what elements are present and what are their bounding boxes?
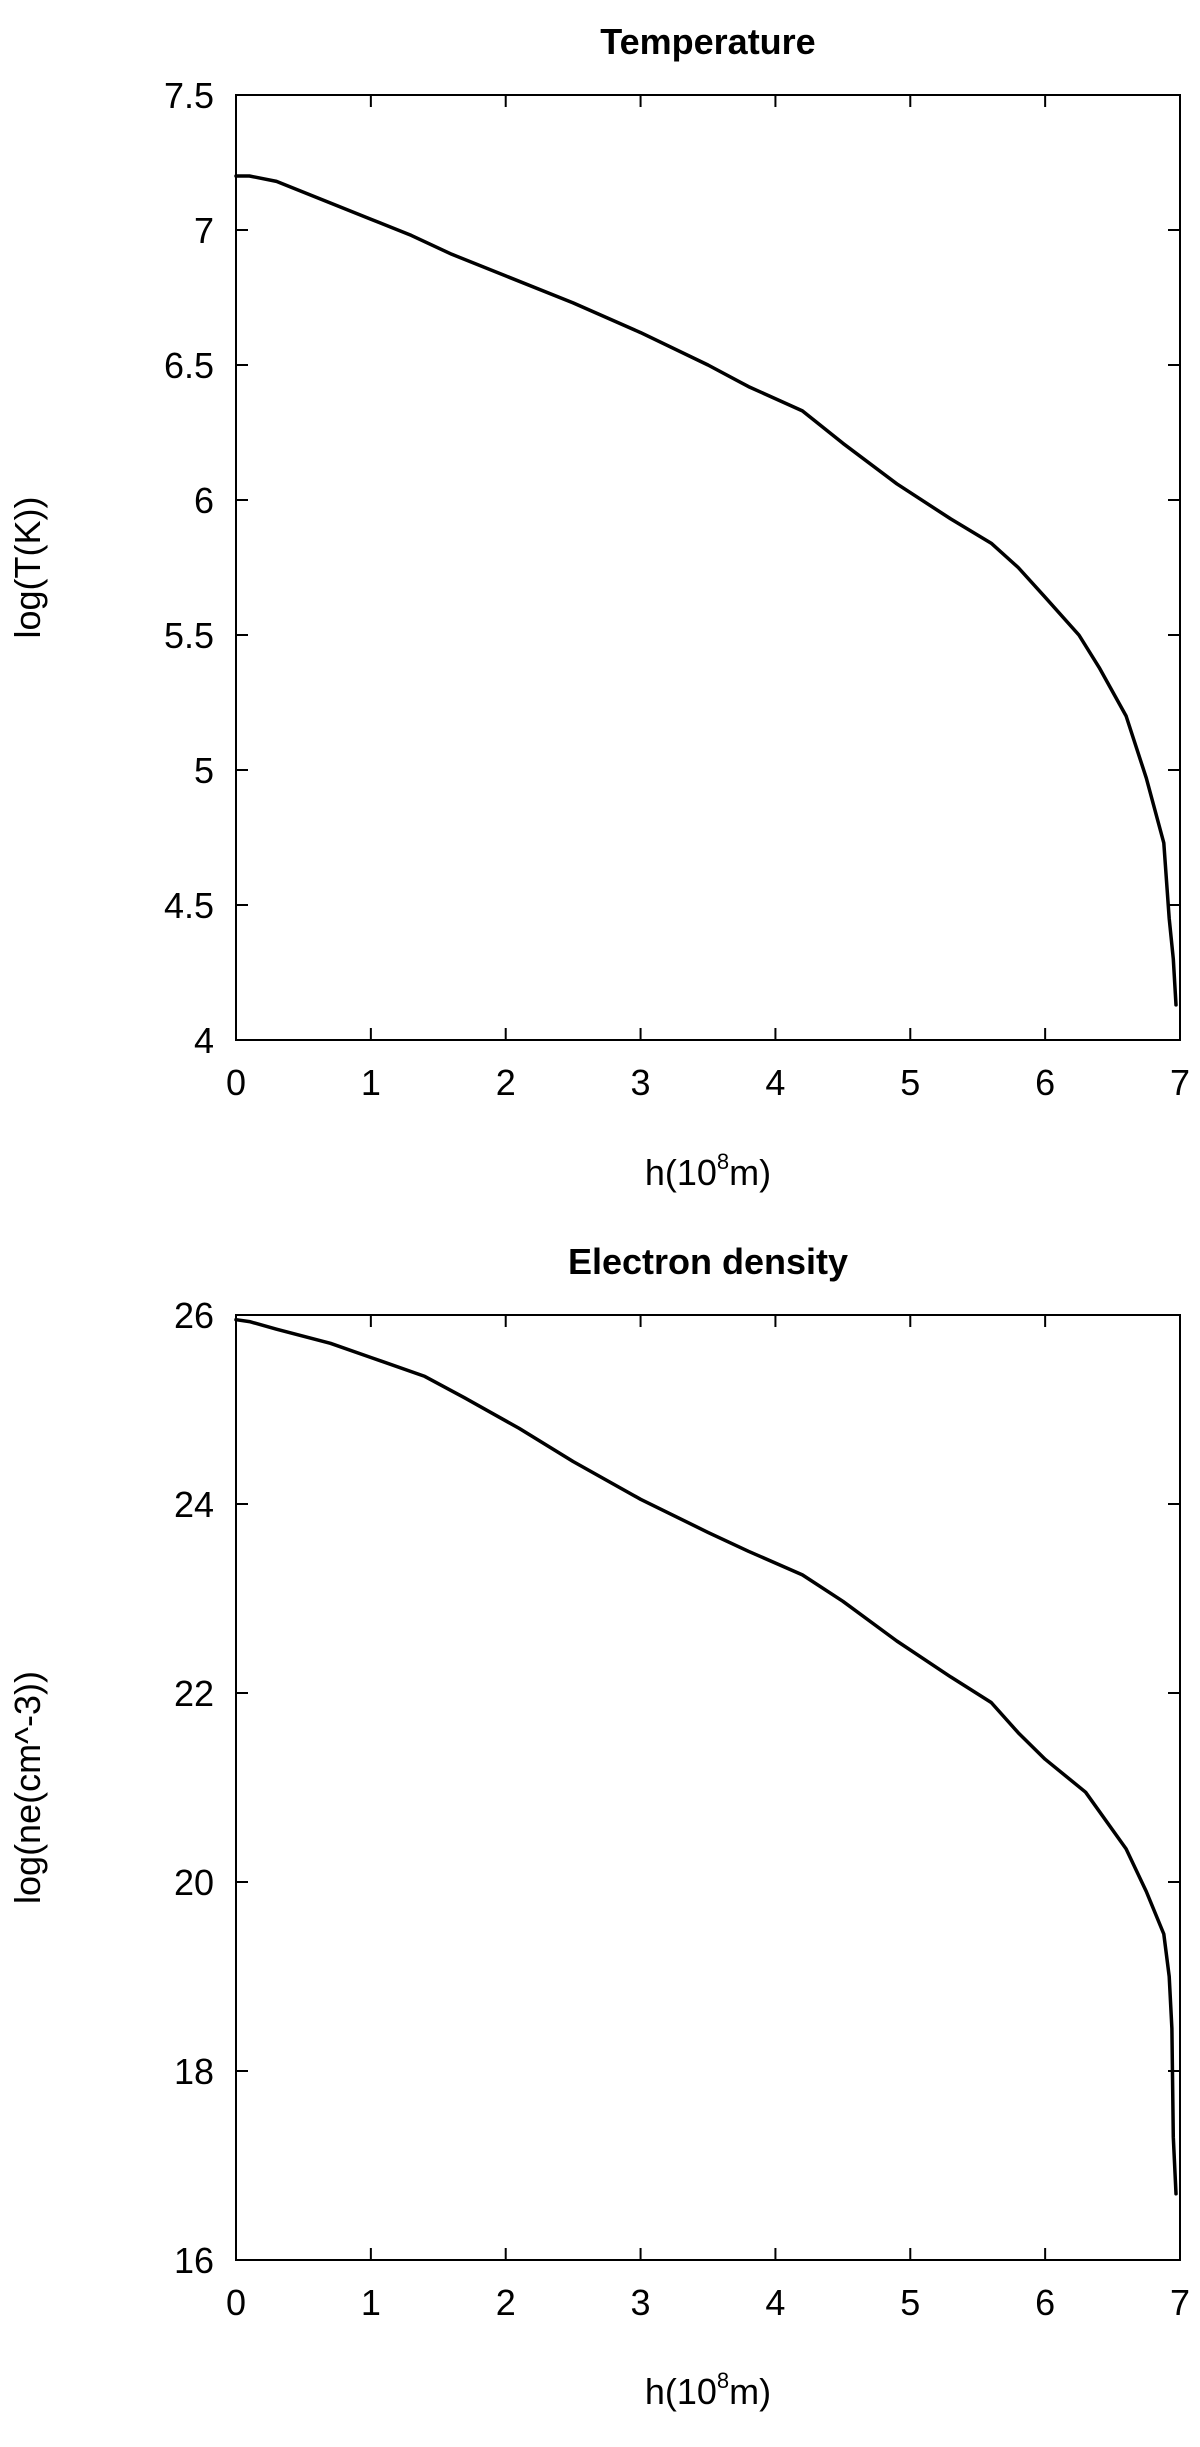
chart-panel-1: Temperature 0 1 2 3 4 5 6 7 4 4.5 5 5.5 6 6.5 7 7.5 h(108… xyxy=(7,21,1190,1193)
x-axis-label-prefix: h(10 xyxy=(645,1152,717,1193)
x-axis-label-superscript: 8 xyxy=(717,2368,729,2393)
series-line-1 xyxy=(234,174,1178,1007)
series-line-1 xyxy=(234,1317,1178,2196)
y-tick-label: 4.5 xyxy=(164,885,214,926)
chart-title: Temperature xyxy=(600,21,815,62)
x-tick-label: 5 xyxy=(900,2282,920,2323)
x-tick-label: 2 xyxy=(496,2282,516,2323)
x-axis-label-superscript: 8 xyxy=(717,1149,729,1174)
y-tick-label: 20 xyxy=(174,1862,214,1903)
x-tick-label: 6 xyxy=(1035,2282,1055,2323)
y-tick-label: 7.5 xyxy=(164,75,214,116)
y-axis-label: log(ne(cm^-3)) xyxy=(7,1671,48,1904)
y-axis-label: log(T(K)) xyxy=(7,497,48,639)
y-tick-label: 5 xyxy=(194,750,214,791)
y-tick-label: 18 xyxy=(174,2051,214,2092)
x-tick-label: 0 xyxy=(226,2282,246,2323)
x-axis-label: h(108m) xyxy=(645,1149,771,1193)
x-tick-label: 0 xyxy=(226,1062,246,1103)
x-tick-label: 3 xyxy=(631,1062,651,1103)
y-tick-label: 6 xyxy=(194,480,214,521)
x-tick-label: 5 xyxy=(900,1062,920,1103)
x-tick-label: 1 xyxy=(361,2282,381,2323)
y-tick-label: 24 xyxy=(174,1484,214,1525)
y-tick-label: 16 xyxy=(174,2240,214,2281)
y-tick-label: 5.5 xyxy=(164,615,214,656)
y-tick-label: 22 xyxy=(174,1673,214,1714)
x-tick-label: 7 xyxy=(1170,2282,1190,2323)
x-tick-label: 7 xyxy=(1170,1062,1190,1103)
x-tick-label: 4 xyxy=(765,1062,785,1103)
x-tick-label: 3 xyxy=(631,2282,651,2323)
chart-title: Electron density xyxy=(568,1241,848,1282)
x-tick-label: 6 xyxy=(1035,1062,1055,1103)
x-axis-label: h(108m) xyxy=(645,2368,771,2412)
y-tick-label: 26 xyxy=(174,1295,214,1336)
plot-frame xyxy=(235,94,1181,1041)
y-tick-label: 6.5 xyxy=(164,345,214,386)
x-axis-label-suffix: m) xyxy=(729,1152,771,1193)
x-axis-label-prefix: h(10 xyxy=(645,2371,717,2412)
y-tick-label: 7 xyxy=(194,210,214,251)
x-axis-label-suffix: m) xyxy=(729,2371,771,2412)
x-tick-label: 2 xyxy=(496,1062,516,1103)
x-tick-label: 4 xyxy=(765,2282,785,2323)
chart-panel-2: Electron density 0 1 2 3 4 5 6 7 16 18 20 22 24 26 h(10… xyxy=(7,1241,1190,2412)
y-tick-label: 4 xyxy=(194,1020,214,1061)
x-tick-label: 1 xyxy=(361,1062,381,1103)
plot-frame xyxy=(235,1314,1181,2261)
